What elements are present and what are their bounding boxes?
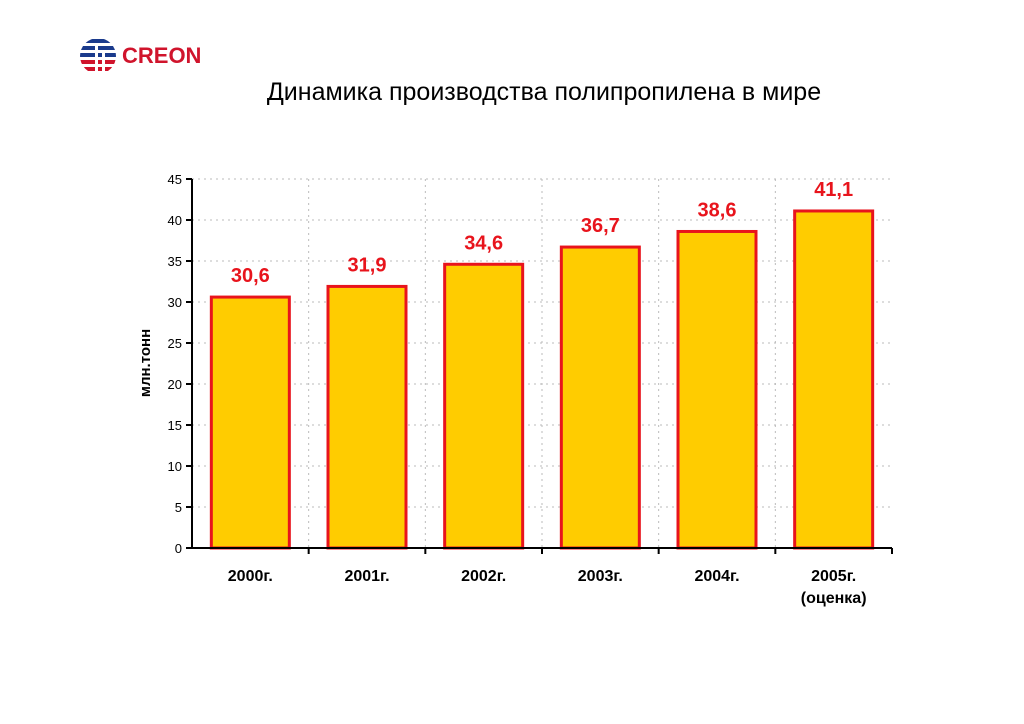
axes [186, 178, 893, 554]
x-tick-label: 2002г. [461, 568, 506, 585]
y-tick-label: 15 [168, 418, 182, 433]
bar [559, 245, 641, 550]
x-tick-label: 2003г. [578, 568, 623, 585]
y-tick-label: 0 [175, 541, 182, 556]
bar [793, 209, 875, 550]
data-label: 34,6 [464, 232, 503, 254]
y-tick-label: 40 [168, 213, 182, 228]
bar [676, 229, 758, 550]
x-tick-label: 2005г. (оценка) [801, 568, 867, 607]
data-label: 41,1 [814, 179, 853, 201]
labels: 0 5 10 15 20 25 30 35 40 45 30,6 2000г. 31,9 2001г. 34… [168, 172, 867, 607]
y-tick-label: 30 [168, 295, 182, 310]
bar [326, 284, 408, 550]
y-tick-label: 45 [168, 172, 182, 187]
logo-text: CREON [122, 43, 202, 68]
y-tick-label: 20 [168, 377, 182, 392]
x-tick-label: 2000г. [228, 568, 273, 585]
y-tick-label: 35 [168, 254, 182, 269]
logo-globe-icon [80, 38, 116, 74]
data-label: 30,6 [231, 265, 270, 287]
x-tick-label: 2004г. [694, 568, 739, 585]
grid [192, 178, 892, 548]
data-label: 31,9 [348, 254, 387, 276]
creon-logo: CREON [78, 36, 201, 76]
y-tick-label: 10 [168, 459, 182, 474]
y-tick-label: 5 [175, 500, 182, 515]
x-tick-label: 2001г. [344, 568, 389, 585]
bar [443, 262, 525, 550]
y-tick-label: 25 [168, 336, 182, 351]
y-axis-label: млн.тонн [137, 329, 154, 397]
data-label: 38,6 [698, 199, 737, 221]
bar [209, 295, 291, 550]
chart-title: Динамика производства полипропилена в ми… [266, 78, 822, 106]
data-label: 36,7 [581, 215, 620, 237]
